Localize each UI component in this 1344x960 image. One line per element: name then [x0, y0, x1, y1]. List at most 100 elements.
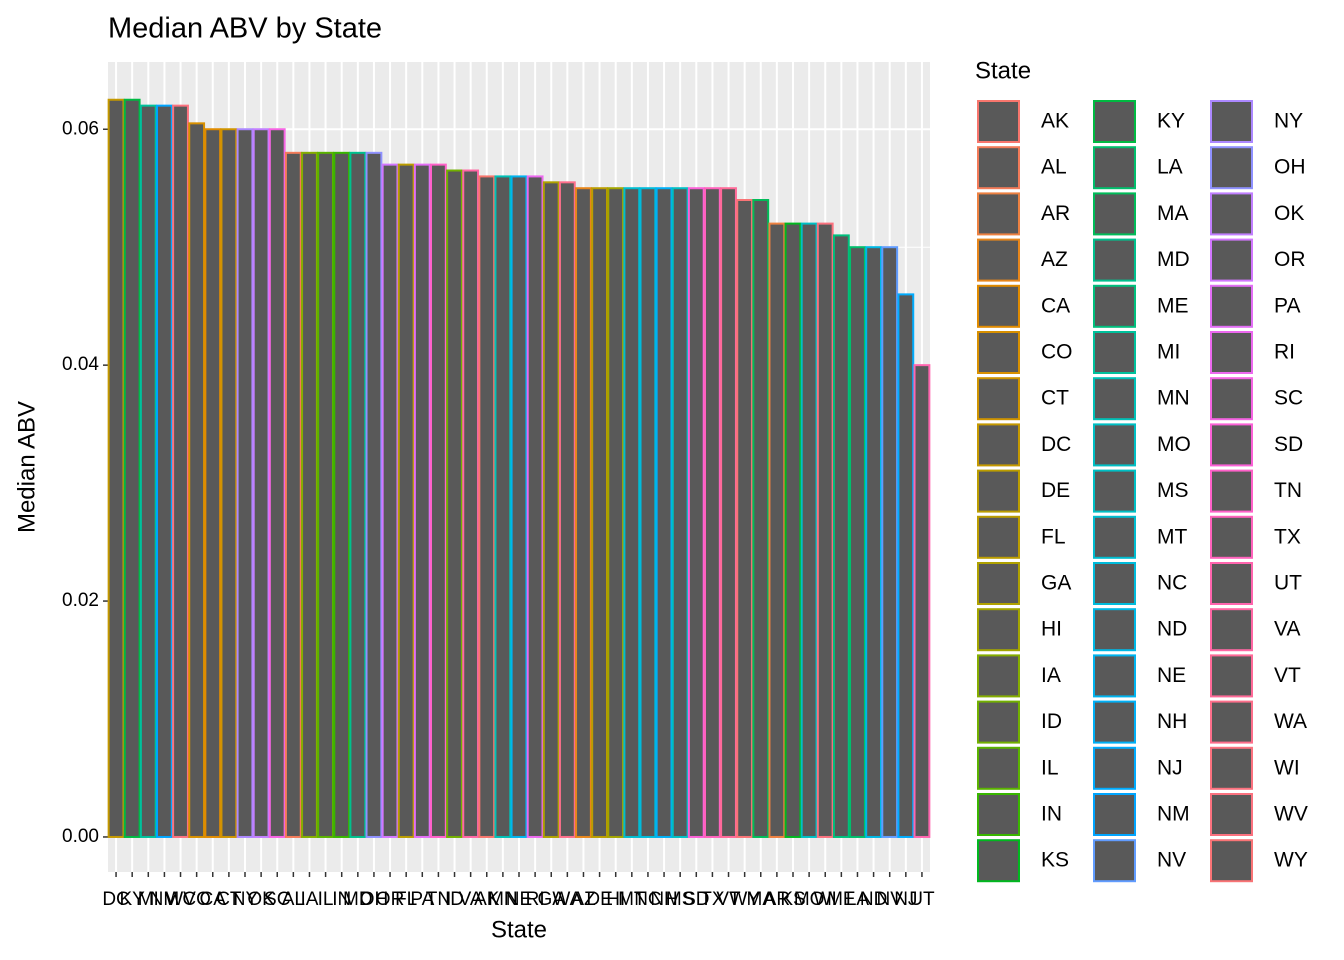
legend-swatch: [977, 377, 1020, 421]
x-tick-label: IN: [332, 889, 351, 910]
x-tick-label: FL: [395, 889, 417, 910]
bar: [236, 128, 254, 838]
legend-label: MA: [1157, 202, 1189, 225]
x-tick-label: PA: [410, 889, 434, 910]
legend-swatch: [1093, 377, 1136, 421]
bar: [252, 128, 270, 838]
legend-label: MT: [1157, 525, 1187, 548]
bar: [542, 181, 560, 838]
bar: [816, 222, 834, 838]
x-tick-label: UT: [909, 889, 935, 910]
bar: [832, 234, 850, 838]
legend-swatch: [977, 100, 1020, 143]
bar: [333, 151, 351, 838]
x-tick-label: NJ: [894, 889, 917, 910]
bar: [365, 151, 383, 838]
bar: [849, 246, 866, 838]
bar: [301, 151, 318, 838]
legend-swatch: [977, 284, 1020, 328]
x-tick-label: ID: [445, 889, 464, 910]
bar: [462, 169, 480, 838]
legend-swatch: [1093, 146, 1136, 190]
legend-swatch: [1210, 839, 1253, 883]
legend-label: OK: [1274, 202, 1304, 225]
legend-label: NM: [1157, 803, 1190, 826]
legend-label: VT: [1274, 664, 1301, 687]
legend-swatch: [1210, 331, 1253, 374]
bar: [172, 104, 189, 838]
legend-swatch: [1210, 562, 1253, 605]
legend-label: FL: [1041, 525, 1066, 548]
bar: [897, 293, 915, 838]
legend-label: CT: [1041, 387, 1069, 410]
legend-swatch: [977, 192, 1020, 236]
x-tick-label: DC: [102, 889, 129, 910]
legend-label: TN: [1274, 479, 1302, 502]
legend-label: NH: [1157, 710, 1187, 733]
bar: [607, 187, 625, 838]
bar: [671, 187, 689, 838]
x-tick-label: CO: [182, 889, 211, 910]
x-tick-label: WY: [729, 889, 760, 910]
x-axis-label: State: [491, 916, 547, 943]
legend-swatch: [1210, 284, 1253, 328]
legend-swatch: [1093, 331, 1136, 374]
legend-label: NV: [1157, 849, 1186, 872]
x-tick-label: AK: [474, 889, 500, 910]
legend-label: IA: [1041, 664, 1061, 687]
legend-label: MI: [1157, 341, 1180, 364]
bar: [397, 163, 415, 838]
legend-label: AL: [1041, 156, 1067, 179]
legend-label: MD: [1157, 248, 1190, 271]
bar: [446, 169, 463, 838]
x-tick-label: NC: [634, 889, 661, 910]
bar: [655, 187, 673, 838]
x-tick-label: CA: [200, 889, 227, 910]
x-tick-label: AL: [282, 889, 305, 910]
bar: [752, 199, 770, 838]
x-tick-label: ND: [860, 889, 887, 910]
legend-swatch: [1210, 192, 1253, 236]
legend-swatch: [977, 146, 1020, 190]
legend-label: ID: [1041, 710, 1062, 733]
bar: [155, 104, 173, 838]
bar: [591, 187, 609, 838]
legend-title: State: [975, 57, 1031, 84]
x-tick-label: LA: [846, 889, 870, 910]
bar: [123, 98, 141, 838]
x-tick-label: RI: [526, 889, 545, 910]
y-axis-label: Median ABV: [13, 401, 40, 533]
bar: [284, 151, 302, 838]
bar: [429, 163, 447, 838]
legend-swatch: [1210, 423, 1253, 467]
legend-swatch: [977, 562, 1020, 605]
legend-label: CO: [1041, 341, 1073, 364]
bar: [220, 128, 238, 838]
legend-label: AR: [1041, 202, 1070, 225]
bar: [736, 199, 754, 838]
legend-swatch: [1093, 238, 1136, 282]
bar: [204, 128, 222, 838]
legend-swatch: [977, 238, 1020, 282]
legend-swatch: [977, 793, 1020, 836]
x-tick-label: IA: [300, 889, 318, 910]
legend-swatch: [1210, 654, 1253, 698]
bar: [800, 222, 818, 838]
chart-title: Median ABV by State: [108, 13, 382, 45]
legend-label: SC: [1274, 387, 1303, 410]
x-tick-label: WA: [552, 889, 582, 910]
x-tick-label: MA: [747, 889, 776, 910]
bar: [703, 187, 721, 838]
legend-swatch: [1210, 469, 1253, 513]
legend-label: GA: [1041, 572, 1071, 595]
bar: [865, 246, 883, 838]
legend-swatch: [977, 746, 1020, 790]
legend-label: WV: [1274, 803, 1308, 826]
legend-swatch: [1093, 515, 1136, 559]
legend-label: DC: [1041, 433, 1071, 456]
bar: [913, 364, 931, 838]
bar: [381, 163, 399, 838]
